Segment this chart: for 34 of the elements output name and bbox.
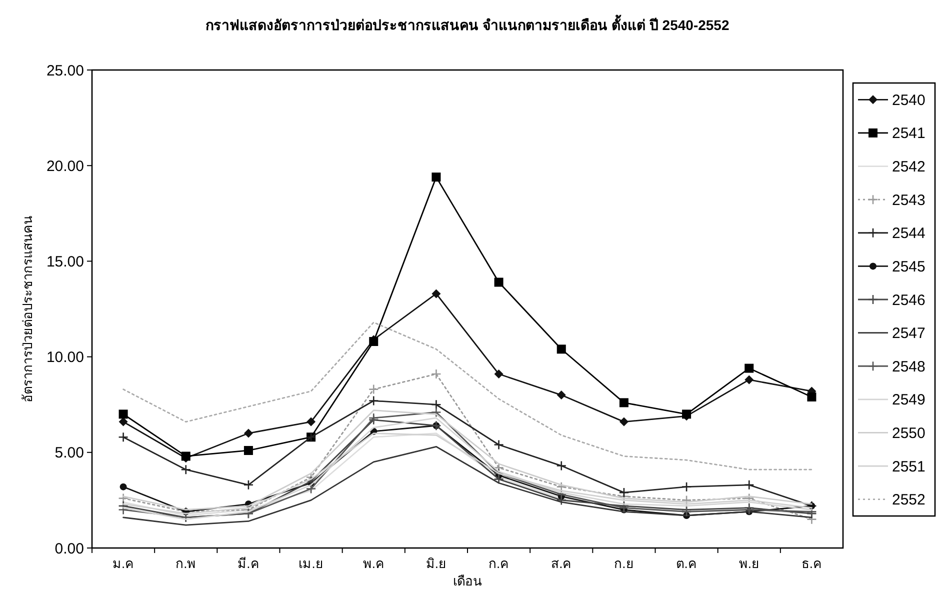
x-axis-title: เดือน <box>453 573 482 588</box>
x-tick-label: เม.ย <box>298 556 324 571</box>
legend-label: 2541 <box>892 125 926 142</box>
y-tick-label: 20.00 <box>46 158 84 175</box>
x-tick-label: ธ.ค <box>801 556 822 571</box>
legend-label: 2544 <box>892 225 926 242</box>
x-tick-label: ต.ค <box>676 556 697 571</box>
legend-label: 2550 <box>892 424 926 442</box>
x-tick-label: พ.ย <box>738 556 760 571</box>
legend-label: 2547 <box>892 325 926 342</box>
x-tick-label: ส.ค <box>551 556 572 571</box>
x-tick-label: มิ.ย <box>426 556 447 571</box>
legend-label: 2549 <box>892 392 926 409</box>
legend-label: 2552 <box>892 492 926 509</box>
x-tick-label: ม.ค <box>112 556 134 571</box>
y-tick-label: 5.00 <box>54 444 84 462</box>
legend-label: 2545 <box>892 258 926 276</box>
y-tick-label: 10.00 <box>46 349 84 366</box>
legend-label: 2546 <box>892 292 926 309</box>
y-axis-title: อัตราการป่วยต่อประชากรแสนคน <box>20 216 35 402</box>
x-tick-label: พ.ค <box>362 556 384 571</box>
x-tick-label: ก.พ <box>176 556 196 571</box>
legend-label: 2543 <box>892 192 926 209</box>
x-tick-label: ก.ย <box>614 556 634 571</box>
y-tick-label: 15.00 <box>46 253 84 270</box>
chart-title: กราฟแสดงอัตราการป่วยต่อประชากรแสนคน จำแนกตามรายเดือน ตั้งแต่ ปี 2540-2552 <box>206 14 730 33</box>
legend-label: 2542 <box>892 158 926 176</box>
legend-label: 2551 <box>892 458 926 476</box>
x-tick-label: มี.ค <box>238 556 260 571</box>
y-tick-label: 25.00 <box>46 62 84 80</box>
legend-label: 2540 <box>892 92 926 109</box>
y-tick-label: 0.00 <box>54 540 84 558</box>
x-tick-label: ก.ค <box>488 556 510 571</box>
legend-label: 2548 <box>892 358 926 376</box>
